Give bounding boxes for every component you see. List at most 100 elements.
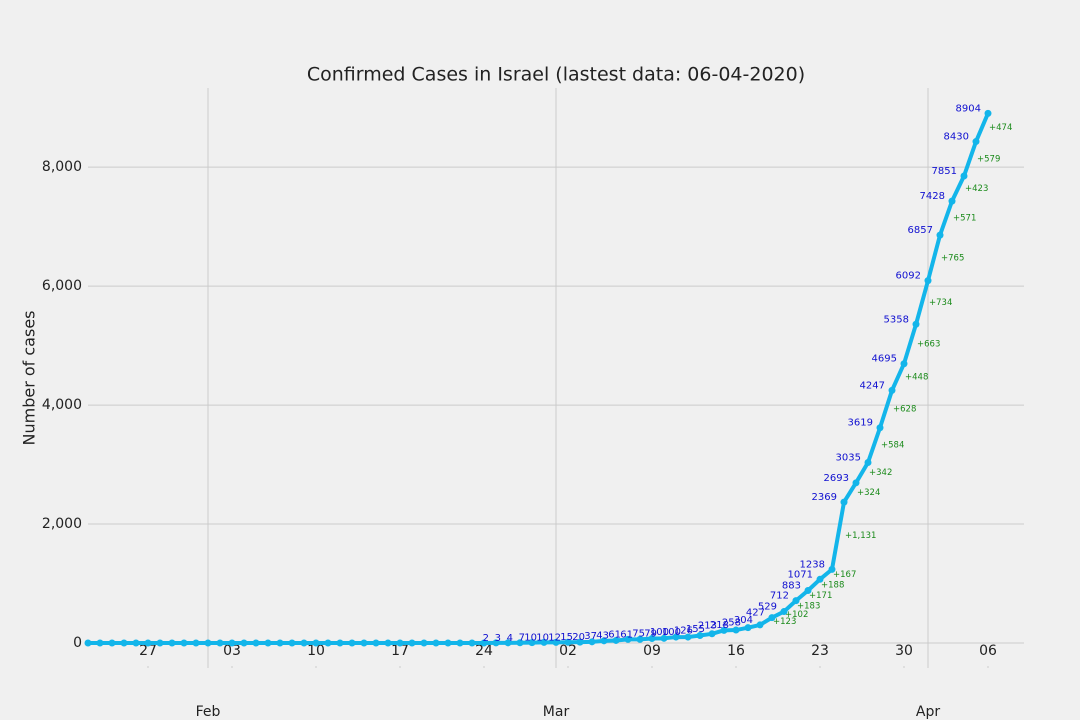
point	[612, 636, 620, 644]
value-label: 61	[620, 629, 633, 640]
point	[300, 639, 308, 647]
point	[576, 638, 584, 646]
point	[324, 639, 332, 647]
point	[216, 639, 224, 647]
value-label: 712	[770, 591, 789, 602]
x-tick-label: 09	[643, 643, 661, 659]
change-label: +734	[929, 298, 952, 308]
point	[252, 639, 260, 647]
point	[588, 638, 596, 646]
value-label: 304	[734, 615, 753, 626]
value-label: 4	[507, 633, 513, 644]
x-tick-label: 06	[979, 643, 997, 659]
value-label: 155	[686, 624, 705, 635]
change-label: +183	[797, 602, 820, 612]
point	[468, 639, 476, 647]
value-label: 5358	[884, 314, 909, 325]
value-label: 883	[782, 580, 801, 591]
x-tick-label: 17	[391, 643, 409, 659]
point	[816, 575, 824, 583]
point	[132, 639, 140, 647]
x-tick-label: 30	[895, 643, 913, 659]
series-line	[88, 112, 990, 646]
point	[864, 458, 872, 466]
value-label: 15	[560, 632, 573, 643]
change-label: +579	[977, 154, 1000, 164]
y-tick-label: 0	[73, 635, 82, 651]
point	[264, 639, 272, 647]
point	[828, 565, 836, 573]
value-label: 1238	[800, 559, 825, 570]
point	[180, 639, 188, 647]
value-label: 529	[758, 602, 777, 613]
point	[408, 639, 416, 647]
y-tick-label: 4,000	[42, 397, 82, 413]
point	[852, 479, 860, 487]
point	[396, 639, 404, 647]
point	[276, 639, 284, 647]
y-tick-label: 2,000	[42, 516, 82, 532]
point	[120, 639, 128, 647]
point	[552, 638, 560, 646]
x-tick-label: 03	[223, 643, 241, 659]
x-tick-label: 16	[727, 643, 745, 659]
point	[960, 172, 968, 180]
value-label: 7851	[932, 166, 957, 177]
change-label: +102	[785, 610, 808, 620]
change-label: +188	[821, 580, 844, 590]
point	[168, 639, 176, 647]
point	[948, 197, 956, 205]
change-label: +423	[965, 184, 988, 194]
change-label: +765	[941, 253, 964, 263]
point	[228, 639, 236, 647]
point	[900, 360, 908, 368]
value-label: 2	[483, 633, 489, 644]
point	[456, 639, 464, 647]
x-tick-label: 02	[559, 643, 577, 659]
value-label: 126	[674, 626, 693, 637]
point	[108, 639, 116, 647]
point	[708, 630, 716, 638]
value-label: 43	[596, 630, 609, 641]
change-label: +584	[881, 441, 904, 451]
point	[876, 424, 884, 432]
point	[540, 638, 548, 646]
value-label: 7428	[920, 191, 945, 202]
point	[288, 639, 296, 647]
value-label: 1071	[788, 569, 813, 580]
value-label: 8430	[944, 132, 969, 143]
point	[516, 639, 524, 647]
change-label: +123	[773, 617, 796, 627]
point	[504, 639, 512, 647]
value-label: 3	[495, 633, 501, 644]
point	[792, 597, 800, 605]
point	[720, 626, 728, 634]
point	[648, 635, 656, 643]
point	[636, 635, 644, 643]
change-label: +171	[809, 591, 832, 601]
value-label: 6857	[908, 225, 933, 236]
point	[372, 639, 380, 647]
point	[528, 639, 536, 647]
point	[144, 639, 152, 647]
change-label: +663	[917, 340, 940, 350]
x-tick-label: 27	[139, 643, 157, 659]
change-label: +324	[857, 488, 880, 498]
point	[780, 608, 788, 616]
value-label: 10	[536, 632, 549, 643]
value-label: 79	[644, 628, 657, 639]
point	[804, 586, 812, 594]
point	[660, 634, 668, 642]
point	[624, 635, 632, 643]
point	[564, 638, 572, 646]
y-tick-label: 8,000	[42, 159, 82, 175]
point	[192, 639, 200, 647]
value-label: 218	[710, 620, 729, 631]
value-label: 213	[698, 620, 717, 631]
change-label: +342	[869, 468, 892, 478]
point	[684, 633, 692, 641]
month-label: Mar	[543, 704, 570, 720]
value-label: 258	[722, 618, 741, 629]
